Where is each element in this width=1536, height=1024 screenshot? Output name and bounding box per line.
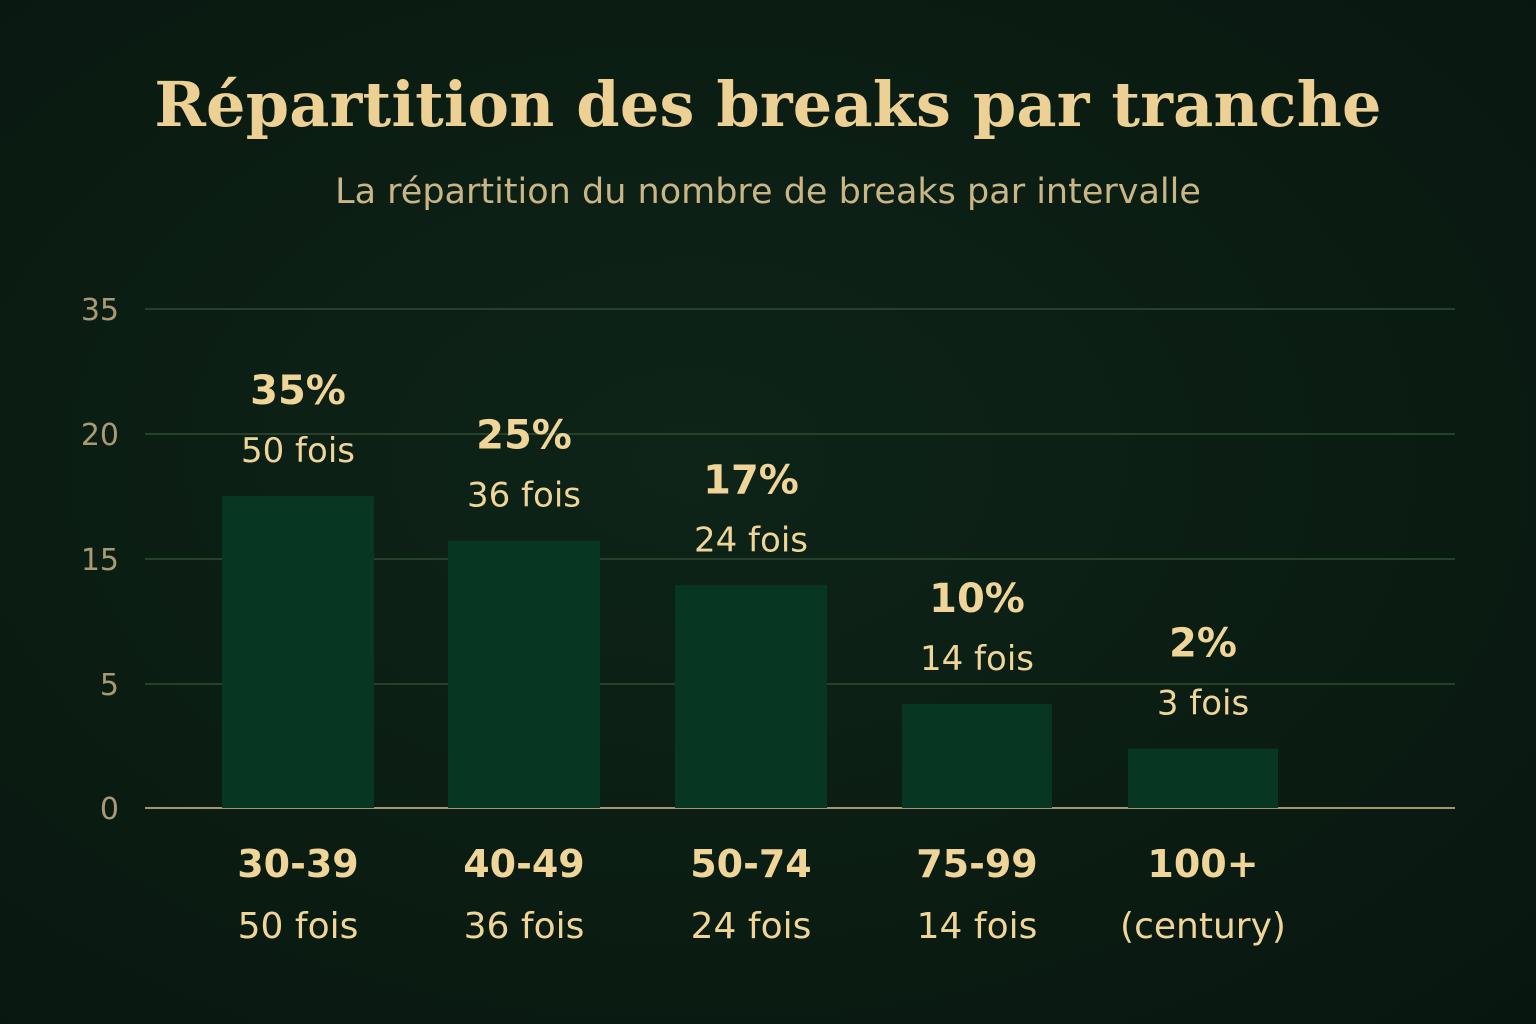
x-category-sublabel: 24 fois [691,906,812,947]
x-category-label: 40-49 [463,842,585,886]
bar-percent-label: 10% [929,576,1025,622]
bar-count-label: 3 fois [1157,684,1249,724]
x-category-label: 50-74 [690,842,812,886]
bar-percent-label: 25% [476,413,572,459]
bar-percent-label: 2% [1169,621,1237,667]
x-category-sublabel: 14 fois [917,906,1038,947]
x-category-label: 100+ [1147,842,1258,886]
x-category-label: 30-39 [237,842,359,886]
y-tick-label: 5 [100,668,119,703]
chart-subtitle: La répartition du nombre de breaks par i… [335,172,1201,212]
y-tick-label: 20 [81,418,119,453]
y-tick-label: 0 [100,792,119,827]
bar-count-label: 36 fois [467,476,581,516]
bar-percent-label: 35% [250,368,346,414]
bars [222,496,1278,808]
x-category-sublabel: (century) [1120,906,1286,947]
bar [448,540,600,808]
bar [902,704,1052,808]
x-category-sublabel: 36 fois [464,906,585,947]
bar [222,496,374,808]
bar [1128,748,1278,808]
x-category-sublabel: 50 fois [238,906,359,947]
bar-count-label: 50 fois [241,431,355,471]
y-tick-label: 15 [81,543,119,578]
bar-count-label: 14 fois [920,639,1034,679]
chart-title: Répartition des breaks par tranche [154,68,1382,141]
bar [675,585,827,808]
y-tick-label: 35 [81,293,119,328]
bar-percent-label: 17% [703,457,799,503]
bar-count-label: 24 fois [694,520,808,560]
x-category-label: 75-99 [916,842,1038,886]
labels: 0 5 15 20 35 35% 50 fois 30-39 50 fois 25% 36 fois… [81,293,1286,947]
